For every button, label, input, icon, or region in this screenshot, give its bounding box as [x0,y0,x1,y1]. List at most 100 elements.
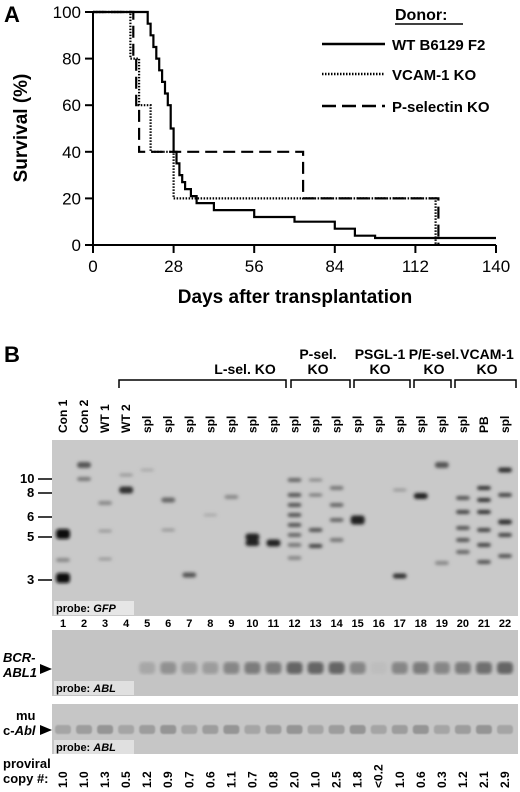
gel-band [139,662,156,674]
gel-band [498,493,512,497]
group-bracket-vcam [454,379,517,388]
lane-number: 22 [499,618,511,630]
gel-band [350,515,365,525]
lane-number: 18 [415,618,427,630]
group-bracket-psgl [353,379,411,388]
lane-label: spl [182,416,196,433]
gel-band [433,725,450,734]
copy-number: 0.6 [414,771,428,788]
gel-band [498,554,512,558]
gel-band [98,501,113,505]
gel-band [454,725,471,734]
lane-label: spl [245,416,259,433]
lane-number: 12 [288,618,300,630]
copy-number: 1.0 [77,771,91,788]
copy-label-2: copy #: [3,771,49,786]
lane-number: 9 [228,618,234,630]
probe-abl1-label: probe: ABL [56,683,116,695]
lane-number: 14 [330,618,343,630]
copy-number: 2.5 [330,771,344,788]
legend-label-psel: P-selectin KO [392,99,490,116]
lane-label: spl [435,416,449,433]
lane-number: 2 [81,618,87,630]
lane-label: PB [477,416,491,433]
gel-band [76,725,93,734]
gel-band [349,662,366,674]
gel-band [202,725,219,734]
gel-band [498,467,512,473]
copy-number: 1.0 [309,771,323,788]
lane-label: spl [309,416,323,433]
copy-number: 0.6 [203,771,217,788]
group-label-psgl-2: KO [370,361,391,377]
copy-number: 1.8 [351,771,365,788]
gel-band [161,497,176,503]
x-tick-label: 140 [482,257,510,276]
gel-band [160,725,177,734]
y-tick-label: 20 [62,189,81,208]
lane-label: Con 1 [56,399,70,433]
copy-number: 1.0 [393,771,407,788]
legend-label-vcam: VCAM-1 KO [392,67,477,84]
lane-number: 16 [373,618,385,630]
gel-band [245,540,260,546]
gel-band [287,513,302,517]
panel-a-label: A [4,2,20,27]
lane-labels: Con 1 Con 2 WT 1 WT 2 spl spl spl spl spl spl spl s… [56,399,512,433]
group-label-psel-1: P-sel. [299,346,336,362]
copy-number: 2.9 [498,771,512,788]
lane-label: spl [140,416,154,433]
copy-number: 0.8 [266,771,280,788]
gel-band [244,725,261,734]
group-label-pesel-1: P/E-sel. [409,346,460,362]
size-marker-6: 6 [27,509,34,524]
group-bracket-psel [290,379,351,388]
copy-number: 0.9 [161,771,175,788]
bcr-abl-band-label-2: ABL1 [2,665,37,680]
lane-number: 4 [123,618,130,630]
gel-band [307,725,324,734]
size-marker-3: 3 [27,572,34,587]
gel-band [265,662,282,674]
y-tick-label: 40 [62,143,81,162]
gel-band [118,725,135,734]
gel-band [412,662,429,674]
gel-band [56,529,70,539]
group-label-psel-2: KO [308,361,329,377]
gel-band [244,662,261,674]
gel-band [202,662,219,674]
gel-band [455,510,470,514]
lane-number: 15 [352,618,364,630]
gel-band [55,725,71,734]
copy-number: <0.2 [372,764,386,788]
gel-band [329,503,344,507]
gel-band [455,550,470,554]
copy-number: 1.0 [56,771,70,788]
lane-label: spl [224,416,238,433]
gel-band [307,662,324,674]
probe-abl2-label-bg [54,740,134,754]
gel-band [476,510,491,514]
copy-numbers: 1.0 1.0 1.3 0.5 1.2 0.9 0.7 0.6 1.1 0.7 0.8 2.0 1.0 2… [56,764,512,788]
group-bracket-pesel [413,379,452,388]
probe-abl1-label-bg [54,681,134,695]
gel-band [287,493,302,497]
lane-number: 13 [309,618,321,630]
series-line-dotted [93,10,437,245]
gel-band [223,725,240,734]
gel-band [308,544,323,548]
gel-band [56,558,70,562]
gel-band [287,503,302,507]
gel-band [328,725,345,734]
gel-band [308,493,323,497]
legend-label-wt: WT B6129 F2 [392,37,485,54]
blot-c-abl: probe: ABL [52,704,518,754]
legend: Donor: WT B6129 F2 VCAM-1 KO P-selectin … [322,7,490,116]
size-markers: 10 8 6 5 3 [20,471,52,587]
gel-band [497,725,513,734]
lane-label: Con 2 [77,399,91,433]
group-label-vcam-2: KO [477,361,498,377]
lane-number: 6 [165,618,171,630]
gel-band [286,662,303,674]
gel-band [454,662,471,674]
